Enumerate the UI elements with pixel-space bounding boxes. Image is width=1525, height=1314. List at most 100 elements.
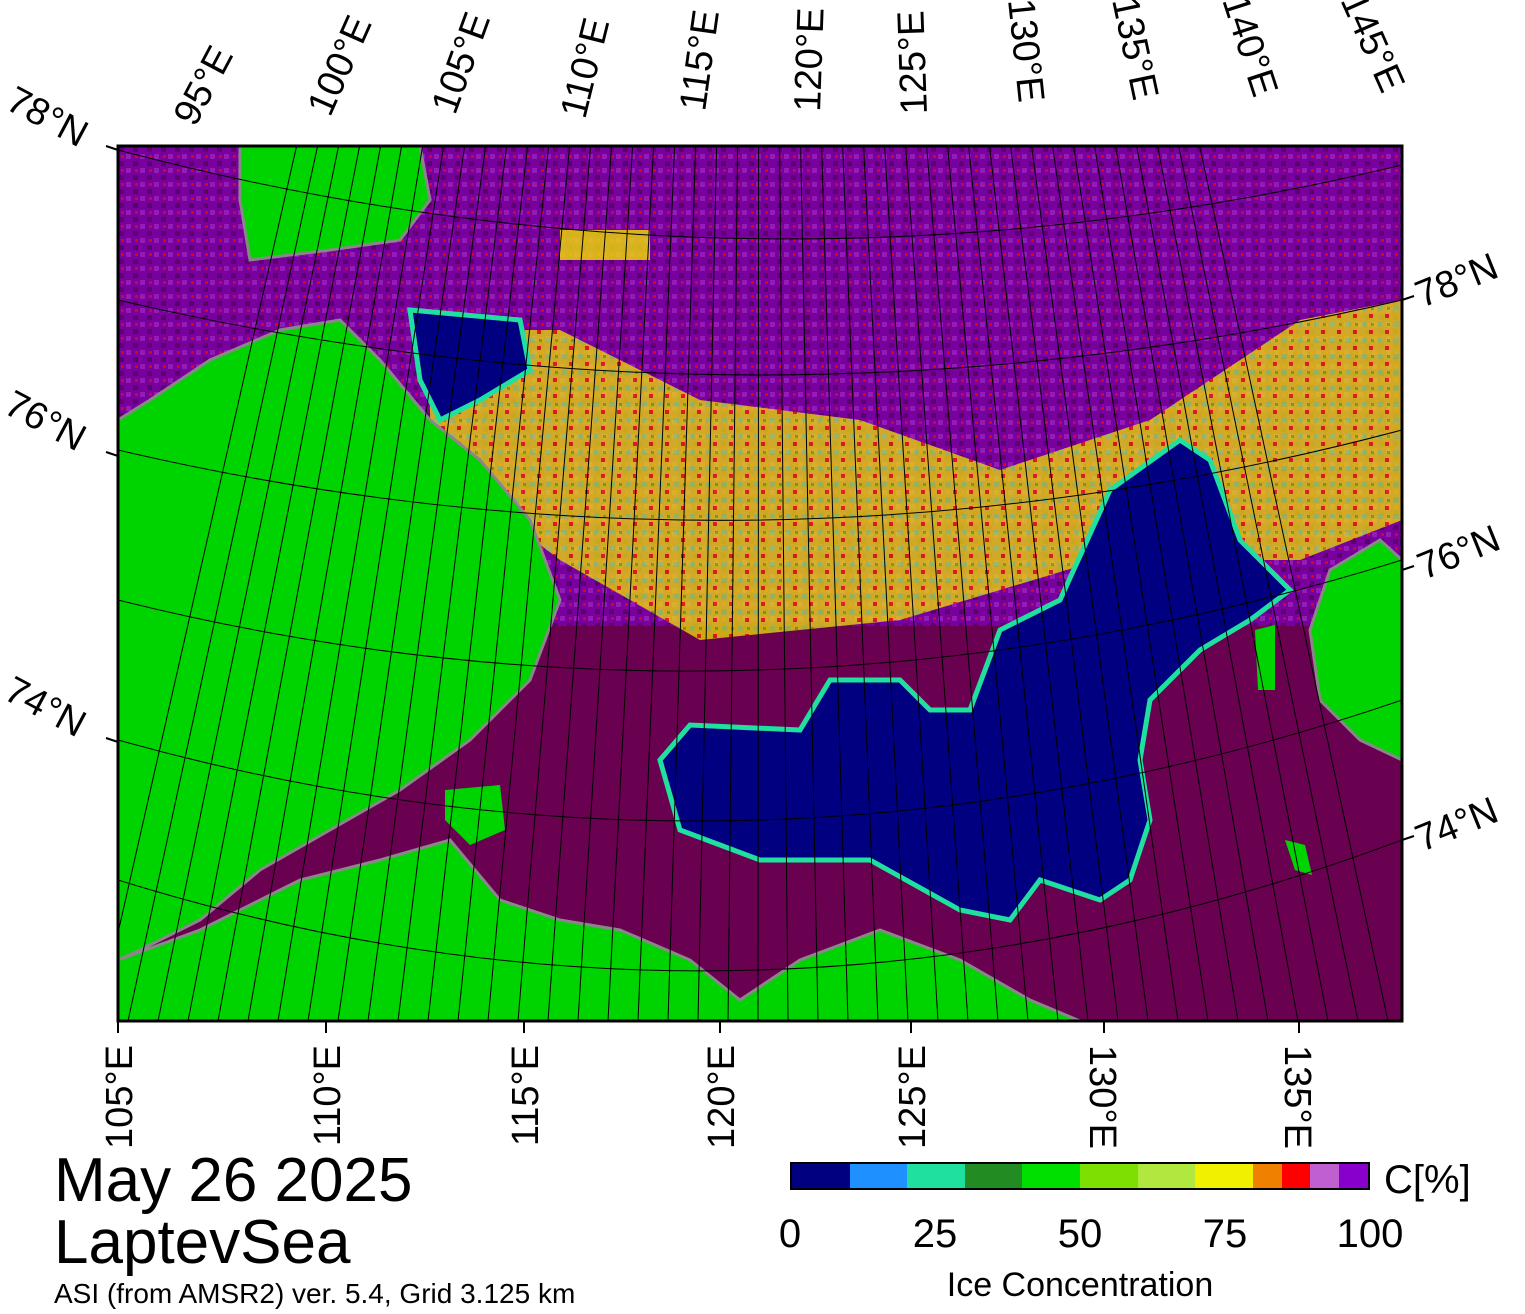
graticule-lat xyxy=(118,839,1402,972)
meridian-line xyxy=(577,146,634,1021)
graticule-lat xyxy=(118,149,1402,240)
meridian-line xyxy=(863,146,909,1021)
bottom-lon-label: 110°E xyxy=(307,1045,349,1146)
meridian-line xyxy=(1136,146,1299,1021)
meridian-line xyxy=(547,146,613,1021)
colorbar-segment xyxy=(792,1164,850,1188)
meridian-line xyxy=(337,146,466,1021)
right-lat-label: 76°N xyxy=(1412,518,1506,589)
land-severnaya-zemlya xyxy=(238,146,432,262)
meridian-line xyxy=(667,146,697,1021)
polynya-taymyr xyxy=(407,307,533,424)
date-title: May 26 2025 xyxy=(54,1146,413,1215)
colorbar-segment xyxy=(849,1164,908,1188)
bottom-lon-label: 120°E xyxy=(701,1045,743,1149)
top-lon-label: 120°E xyxy=(787,7,833,112)
land-siberian-coast xyxy=(118,838,1081,1021)
left-lat-label: 74°N xyxy=(0,669,92,746)
meridian-line xyxy=(118,146,298,936)
colorbar-segment xyxy=(1022,1164,1080,1188)
top-lon-label: 110°E xyxy=(553,14,618,122)
colorbar-segment xyxy=(964,1164,1023,1188)
meridian-line xyxy=(427,146,529,1021)
land-bay-island xyxy=(445,785,505,845)
meridian-line xyxy=(1010,146,1119,1021)
meridian-line xyxy=(1073,146,1209,1021)
meridian-line xyxy=(884,146,939,1021)
colorbar-segment xyxy=(1252,1164,1282,1188)
land-taymyr xyxy=(118,318,562,962)
colorbar-title: Ice Concentration xyxy=(946,1266,1214,1304)
meridian-line xyxy=(517,146,592,1021)
colorbar-segment xyxy=(1339,1164,1368,1188)
meridian-line xyxy=(277,146,424,1021)
meridian-line xyxy=(905,146,969,1021)
top-lon-label: 95°E xyxy=(166,39,242,132)
colorbar-segment xyxy=(1281,1164,1311,1188)
meridian-line xyxy=(968,146,1059,1021)
top-lon-label: 125°E xyxy=(890,10,936,115)
meridian-line xyxy=(247,146,403,1021)
top-lon-label: 130°E xyxy=(999,0,1052,104)
meridian-line xyxy=(307,146,445,1021)
ice-patch xyxy=(560,230,650,260)
bottom-lon-label: 125°E xyxy=(892,1045,934,1149)
polynya-laptev xyxy=(657,436,1294,923)
land-small-island xyxy=(1255,625,1275,690)
colorbar-tick: 0 xyxy=(778,1212,802,1256)
meridian-line xyxy=(367,146,487,1021)
meridian-line xyxy=(1178,146,1359,1021)
meridian-line xyxy=(947,146,1029,1021)
top-lon-label: 100°E xyxy=(300,10,381,122)
bottom-lon-label: 135°E xyxy=(1276,1045,1318,1149)
meridian-line xyxy=(487,146,571,1021)
meridian-line xyxy=(1031,146,1149,1021)
meridian-line xyxy=(397,146,508,1021)
map-frame xyxy=(116,144,1404,1023)
colorbar-tick: 100 xyxy=(1336,1212,1404,1256)
meridian-line xyxy=(821,146,849,1021)
land-islet xyxy=(1285,840,1312,875)
meridian-line xyxy=(697,146,718,1021)
bottom-lon-label: 105°E xyxy=(99,1045,141,1149)
meridian-line xyxy=(1115,146,1269,1021)
meridian-line xyxy=(1199,146,1389,1021)
meridian-line xyxy=(926,146,999,1021)
colorbar-tick: 50 xyxy=(1057,1212,1103,1256)
meridian-line xyxy=(1052,146,1179,1021)
colorbar-segment xyxy=(1079,1164,1138,1188)
graticule-meridians xyxy=(118,146,1389,1021)
meridian-line xyxy=(637,146,676,1021)
colorbar-segment xyxy=(907,1164,965,1188)
right-lat-label: 74°N xyxy=(1410,790,1504,861)
graticule-lat xyxy=(118,559,1402,672)
top-lon-label: 140°E xyxy=(1213,0,1285,102)
meridian-line xyxy=(989,146,1089,1021)
colorbar-tick: 25 xyxy=(912,1212,958,1256)
map-content xyxy=(118,146,1402,1021)
meridian-line xyxy=(842,146,879,1021)
top-lon-label: 145°E xyxy=(1332,0,1413,99)
meridian-line xyxy=(187,146,361,1021)
meridian-line xyxy=(1157,146,1329,1021)
land-new-siberian-islands xyxy=(1308,538,1402,762)
meridian-line xyxy=(727,146,739,1021)
top-lon-label: 105°E xyxy=(424,7,499,119)
product-info: ASI (from AMSR2) ver. 5.4, Grid 3.125 km xyxy=(54,1278,576,1309)
top-lon-label: 115°E xyxy=(672,7,728,113)
meridian-line xyxy=(800,146,819,1021)
bottom-lon-label: 130°E xyxy=(1081,1045,1123,1149)
meridian-line xyxy=(127,146,319,1021)
meridian-line xyxy=(607,146,655,1021)
meridian-line xyxy=(1094,146,1239,1021)
top-lon-label: 135°E xyxy=(1103,0,1166,104)
meridian-line xyxy=(779,146,789,1021)
graticule-lat xyxy=(118,699,1402,822)
bottom-lon-label: 115°E xyxy=(505,1045,547,1146)
meridian-line xyxy=(217,146,382,1021)
colorbar-unit: C[%] xyxy=(1384,1158,1471,1202)
meridian-line xyxy=(457,146,550,1021)
region-title: LaptevSea xyxy=(54,1208,351,1277)
graticule-lat xyxy=(118,429,1402,521)
